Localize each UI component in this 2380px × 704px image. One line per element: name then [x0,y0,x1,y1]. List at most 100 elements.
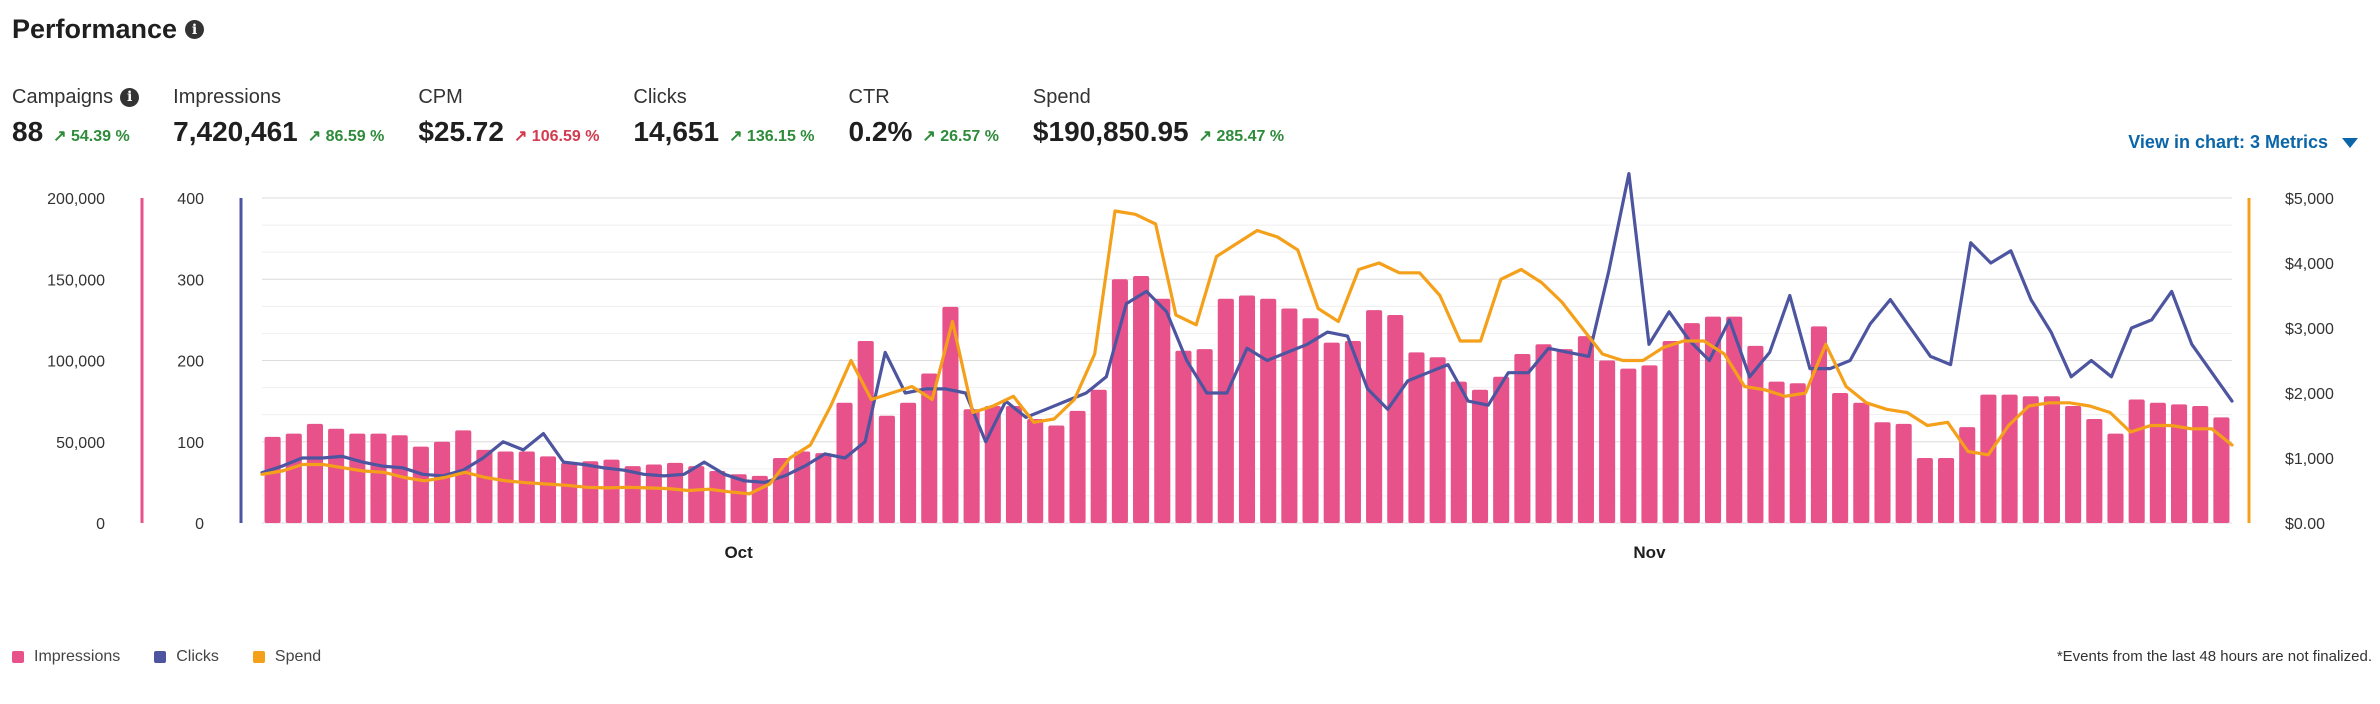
clicks-line [260,172,2234,484]
impressions-bar [1768,381,1785,523]
impressions-bar [1662,341,1679,523]
legend-label: Clicks [176,648,219,665]
y-tick-clicks: 300 [177,272,204,289]
impressions-bar [455,430,472,523]
impressions-bar [1726,316,1743,523]
impressions-bar [1577,336,1594,523]
impressions-bar [1408,352,1425,523]
page-title: Performance [12,14,178,44]
impressions-bar [1450,381,1467,523]
impressions-bar [2001,394,2018,523]
metric-impressions: Impressions 7,420,461 ↗ 86.59 % [173,84,384,148]
impressions-bar [1069,410,1086,523]
metric-label: Spend [1032,85,1091,108]
impressions-bar [624,466,641,523]
x-tick-label: Oct [724,543,753,562]
impressions-bar [1217,298,1234,523]
metric-label: Impressions [173,85,281,108]
impressions-bar [1747,345,1764,523]
impressions-bar [518,451,535,523]
impressions-bar [900,402,917,523]
impressions-bar [815,453,832,523]
impressions-bar [794,451,811,523]
impressions-bar [1853,402,1870,523]
impressions-bar [667,462,684,523]
metric-value: $25.72 [418,116,504,147]
metrics-bar: Campaigns i 88 ↗ 54.39 % Impressions 7,4… [12,84,1318,148]
impressions-bar [603,459,620,523]
legend-label: Impressions [34,648,121,665]
impressions-bar [1238,295,1256,523]
impressions-bar [328,428,345,523]
impressions-bar [878,415,895,523]
impressions-bar [2022,396,2039,523]
info-icon[interactable]: i [185,20,205,39]
impressions-bar [370,433,387,523]
view-in-chart-label: View in chart: 3 Metrics [2128,132,2328,152]
metric-cpm: CPM $25.72 ↗ 106.59 % [418,84,599,148]
impressions-bar [434,441,451,523]
impressions-bar [1344,341,1361,523]
impressions-bar [2192,406,2209,523]
impressions-bar [1704,316,1722,523]
impressions-bar [1196,349,1213,523]
metric-ctr: CTR 0.2% ↗ 26.57 % [849,84,999,148]
impressions-bar [963,409,980,523]
impressions-bar [2170,404,2188,523]
impressions-bar [1027,419,1044,523]
y-tick-clicks: 0 [195,516,204,533]
metric-change: ↗ 26.57 % [922,128,999,145]
y-tick-impressions: 150,000 [47,272,105,289]
metric-clicks: Clicks 14,651 ↗ 136.15 % [633,84,814,148]
impressions-bar [1514,354,1531,523]
legend-item-impressions[interactable]: Impressions [12,648,120,666]
impressions-bar [984,406,1001,523]
impressions-bar [476,449,493,523]
impressions-bar [2086,419,2103,523]
impressions-bar [1090,389,1107,523]
impressions-bar [349,433,366,523]
view-in-chart-dropdown[interactable]: View in chart: 3 Metrics [2128,132,2358,153]
y-tick-spend: $1,000 [2285,451,2334,468]
impressions-bar [1599,360,1616,523]
metric-value: 0.2% [848,116,913,147]
impressions-bar [1535,344,1552,523]
impressions-bar [1980,394,1997,523]
metric-spend: Spend $190,850.95 ↗ 285.47 % [1033,84,1284,148]
impressions-bar [1111,279,1128,523]
legend-label: Spend [274,648,322,665]
legend-swatch [12,651,24,663]
impressions-bar [2043,396,2060,523]
info-icon[interactable]: i [120,87,140,107]
y-tick-spend: $4,000 [2285,256,2334,273]
impressions-bar [264,436,281,523]
impressions-bar [1281,308,1298,523]
metric-value: 88 [12,116,44,147]
legend-swatch [154,651,167,663]
impressions-bar [1260,298,1277,523]
impressions-bar [1874,422,1891,523]
impressions-bar [1133,276,1150,523]
metric-change: ↗ 285.47 % [1198,128,1285,145]
impressions-bar [2149,402,2166,523]
impressions-bar [306,423,324,523]
impressions-bar [285,433,302,523]
x-tick-label: Nov [1633,543,1666,562]
y-tick-clicks: 200 [177,354,204,371]
y-tick-impressions: 100,000 [47,354,105,371]
y-tick-spend: $3,000 [2285,321,2334,338]
impressions-bar [539,456,557,523]
legend-item-spend[interactable]: Spend [252,648,322,666]
legend-item-clicks[interactable]: Clicks [154,648,219,666]
impressions-bar [582,461,599,523]
y-tick-spend: $0.00 [2285,516,2325,533]
impressions-bar [1175,350,1192,523]
impressions-bar [2213,417,2230,523]
impressions-bar [1323,342,1340,523]
impressions-bar [1810,326,1827,523]
impressions-bar [645,464,662,523]
y-tick-clicks: 100 [177,435,204,452]
impressions-bar [942,306,959,523]
metric-change: ↗ 54.39 % [53,128,130,145]
